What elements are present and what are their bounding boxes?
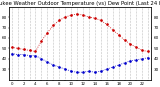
Title: Milwaukee Weather Outdoor Temperature (vs) Dew Point (Last 24 Hours): Milwaukee Weather Outdoor Temperature (v… [0,1,160,6]
